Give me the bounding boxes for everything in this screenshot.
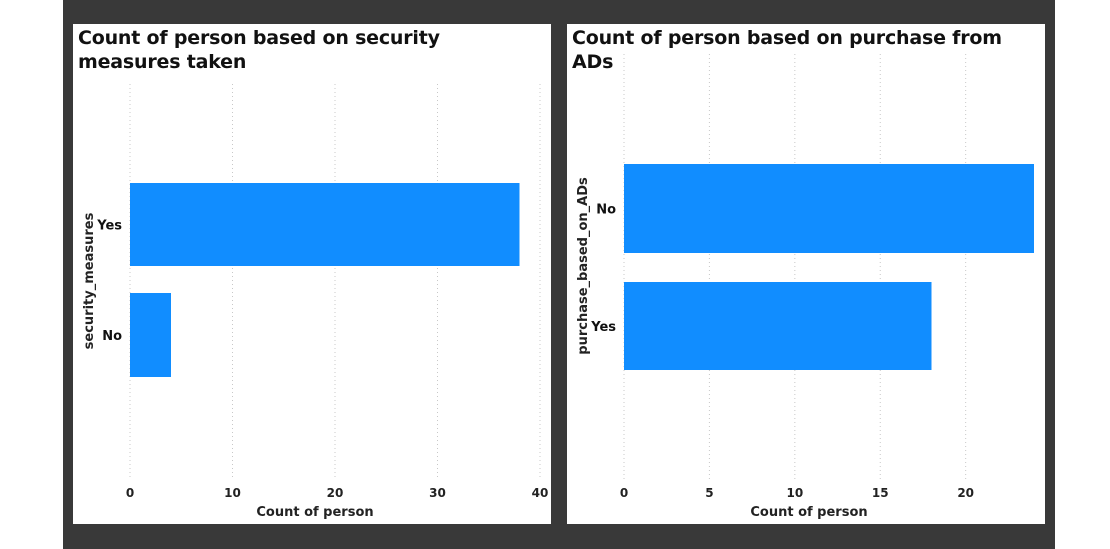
x-tick-label: 0 [126, 486, 134, 500]
x-tick-label: 5 [705, 486, 713, 500]
y-axis-label: purchase_based_on_ADs [576, 177, 591, 355]
bar-chart-svg: 0 5 10 15 20 No Yes Count of person purchase_bas… [576, 54, 1034, 520]
x-axis-label: Count of person [750, 505, 867, 520]
category-label: No [102, 329, 122, 344]
chart-title: Count of person based on security measur… [78, 27, 440, 73]
security-measures-chart[interactable]: Count of person based on security measur… [73, 24, 551, 524]
category-label: No [596, 203, 616, 218]
x-tick-label: 20 [957, 486, 974, 500]
x-tick-label: 20 [327, 486, 344, 500]
x-tick-label: 0 [620, 486, 628, 500]
x-tick-label: 40 [532, 486, 549, 500]
x-tick-label: 10 [786, 486, 803, 500]
x-tick-label: 10 [224, 486, 241, 500]
bar[interactable] [624, 282, 932, 370]
y-axis-label: security_measures [82, 212, 97, 349]
category-label: Yes [590, 320, 616, 335]
bar-chart-svg: 0 10 20 30 40 Yes No Count of person security_me… [82, 84, 549, 520]
purchase-from-ads-chart[interactable]: Count of person based on purchase from A… [567, 24, 1045, 524]
x-tick-label: 30 [429, 486, 446, 500]
bar[interactable] [130, 293, 171, 377]
report-canvas: Count of person based on security measur… [63, 0, 1055, 549]
chart-title: Count of person based on purchase from A… [572, 27, 1002, 73]
x-tick-label: 15 [872, 486, 889, 500]
category-label: Yes [96, 219, 122, 234]
x-axis-label: Count of person [256, 505, 373, 520]
bar[interactable] [624, 164, 1034, 253]
bar[interactable] [130, 183, 520, 266]
